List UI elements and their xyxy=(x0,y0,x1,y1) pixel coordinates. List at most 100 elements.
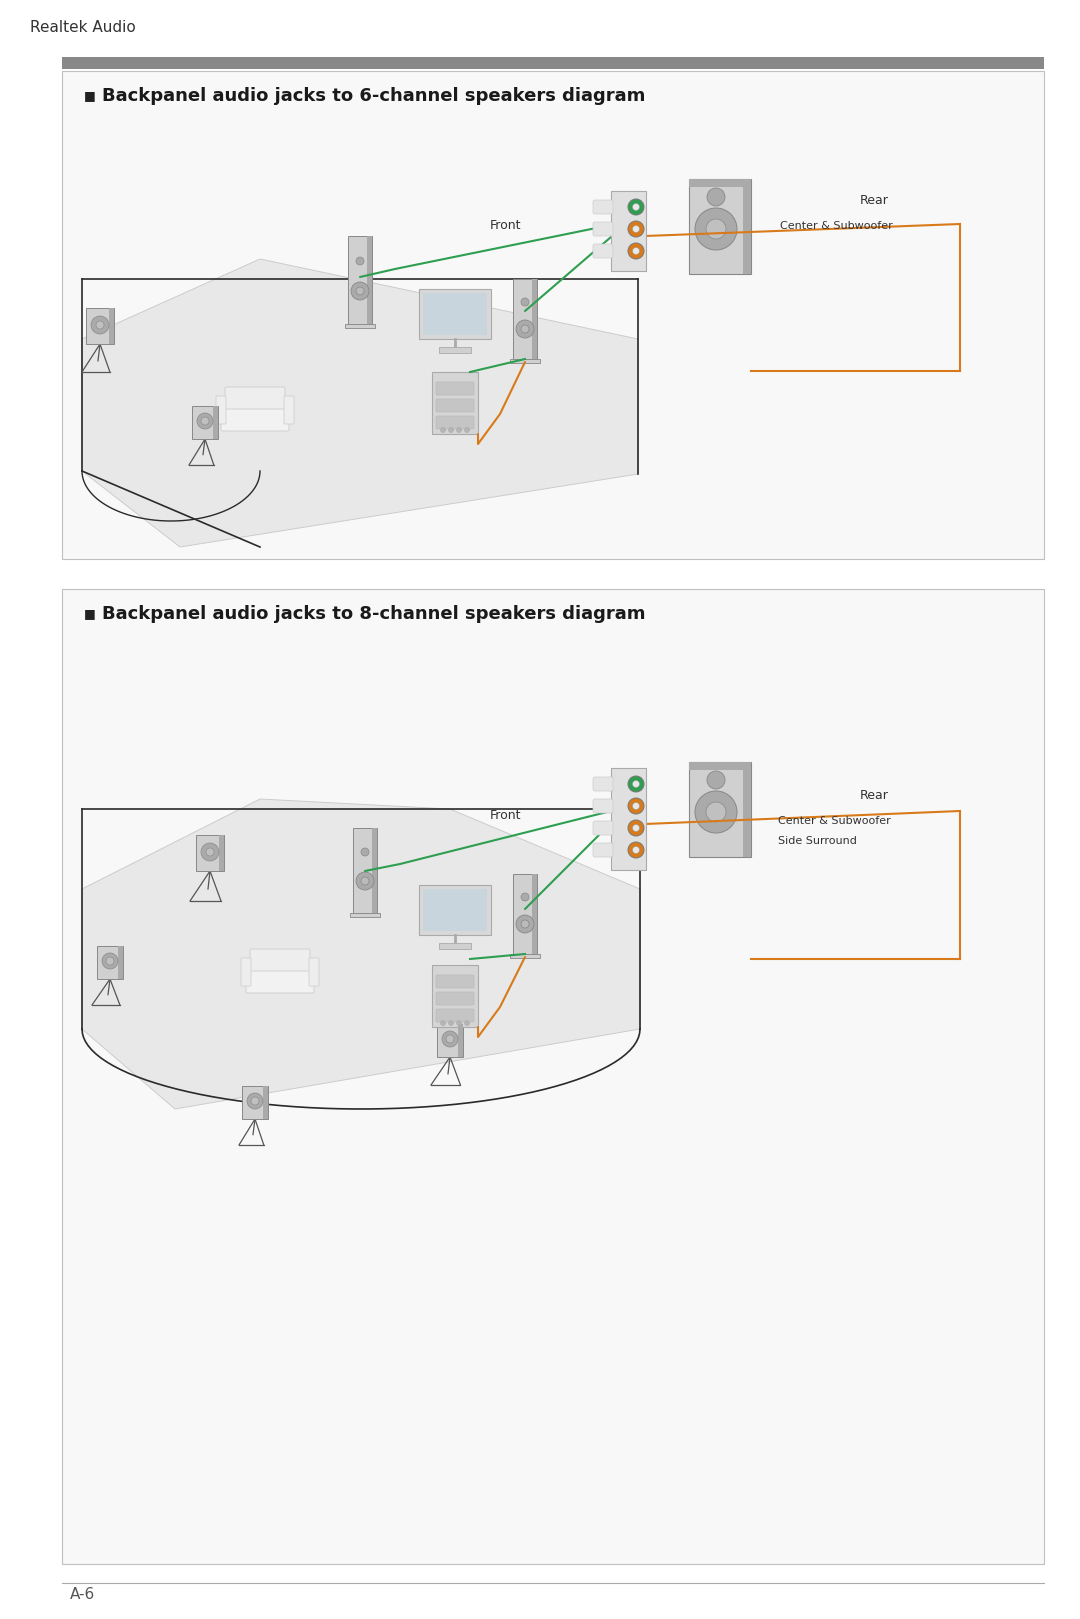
Circle shape xyxy=(627,798,644,814)
FancyBboxPatch shape xyxy=(611,767,646,869)
Circle shape xyxy=(696,207,737,249)
FancyBboxPatch shape xyxy=(249,949,310,971)
Circle shape xyxy=(633,780,639,787)
Circle shape xyxy=(448,1020,454,1025)
Text: Backpanel audio jacks to 6-channel speakers diagram: Backpanel audio jacks to 6-channel speak… xyxy=(102,87,646,105)
Text: Rear: Rear xyxy=(860,194,889,207)
FancyBboxPatch shape xyxy=(611,191,646,270)
FancyBboxPatch shape xyxy=(432,372,478,434)
Circle shape xyxy=(356,873,374,890)
FancyBboxPatch shape xyxy=(419,290,491,338)
Circle shape xyxy=(707,771,725,788)
Circle shape xyxy=(706,801,726,822)
FancyBboxPatch shape xyxy=(593,843,613,856)
FancyBboxPatch shape xyxy=(309,958,319,986)
FancyBboxPatch shape xyxy=(62,589,1044,1564)
FancyBboxPatch shape xyxy=(438,942,471,949)
FancyBboxPatch shape xyxy=(348,236,372,324)
FancyBboxPatch shape xyxy=(436,975,474,988)
Text: Center & Subwoofer: Center & Subwoofer xyxy=(778,816,891,826)
Circle shape xyxy=(627,222,644,236)
Circle shape xyxy=(351,282,369,300)
Circle shape xyxy=(706,219,726,240)
FancyBboxPatch shape xyxy=(436,416,474,429)
FancyBboxPatch shape xyxy=(513,874,537,954)
FancyBboxPatch shape xyxy=(689,180,751,274)
Circle shape xyxy=(633,847,639,853)
Circle shape xyxy=(96,321,104,329)
FancyBboxPatch shape xyxy=(367,236,372,324)
FancyBboxPatch shape xyxy=(118,945,123,979)
FancyBboxPatch shape xyxy=(219,835,224,871)
Circle shape xyxy=(446,1035,454,1043)
Circle shape xyxy=(201,843,219,861)
Circle shape xyxy=(521,920,529,928)
Circle shape xyxy=(627,819,644,835)
Circle shape xyxy=(206,848,214,856)
FancyBboxPatch shape xyxy=(350,913,380,916)
FancyBboxPatch shape xyxy=(743,180,751,274)
FancyBboxPatch shape xyxy=(436,382,474,395)
Circle shape xyxy=(361,877,369,886)
Text: Center & Subwoofer: Center & Subwoofer xyxy=(780,222,893,232)
Circle shape xyxy=(356,257,364,266)
Circle shape xyxy=(633,824,639,832)
Circle shape xyxy=(707,188,725,206)
Text: Front: Front xyxy=(490,810,522,822)
FancyBboxPatch shape xyxy=(689,763,751,771)
Text: ■: ■ xyxy=(84,89,96,102)
FancyBboxPatch shape xyxy=(593,201,613,214)
Circle shape xyxy=(696,792,737,834)
FancyBboxPatch shape xyxy=(213,406,218,439)
FancyBboxPatch shape xyxy=(593,821,613,835)
FancyBboxPatch shape xyxy=(242,1086,268,1119)
Polygon shape xyxy=(82,800,640,1109)
FancyBboxPatch shape xyxy=(423,293,487,335)
FancyBboxPatch shape xyxy=(192,406,218,439)
Circle shape xyxy=(441,427,446,432)
FancyBboxPatch shape xyxy=(513,278,537,359)
FancyBboxPatch shape xyxy=(419,886,491,936)
Circle shape xyxy=(633,248,639,254)
FancyBboxPatch shape xyxy=(532,278,537,359)
FancyBboxPatch shape xyxy=(353,827,377,913)
FancyBboxPatch shape xyxy=(246,963,314,992)
Text: Realtek Audio: Realtek Audio xyxy=(30,19,136,36)
FancyBboxPatch shape xyxy=(372,827,377,913)
FancyBboxPatch shape xyxy=(216,397,226,424)
Circle shape xyxy=(627,842,644,858)
FancyBboxPatch shape xyxy=(195,835,224,871)
Circle shape xyxy=(106,957,114,965)
Circle shape xyxy=(464,427,470,432)
FancyBboxPatch shape xyxy=(264,1086,268,1119)
Circle shape xyxy=(441,1020,446,1025)
FancyBboxPatch shape xyxy=(436,398,474,411)
Polygon shape xyxy=(82,259,638,547)
Circle shape xyxy=(521,894,529,902)
Circle shape xyxy=(247,1093,264,1109)
Text: ■: ■ xyxy=(84,607,96,620)
FancyBboxPatch shape xyxy=(593,777,613,792)
Circle shape xyxy=(516,321,534,338)
FancyBboxPatch shape xyxy=(436,1009,474,1022)
Circle shape xyxy=(448,427,454,432)
Circle shape xyxy=(516,915,534,933)
FancyBboxPatch shape xyxy=(436,992,474,1005)
FancyBboxPatch shape xyxy=(432,965,478,1026)
Circle shape xyxy=(457,427,461,432)
Text: Front: Front xyxy=(490,219,522,232)
Circle shape xyxy=(464,1020,470,1025)
Text: A-6: A-6 xyxy=(70,1587,95,1601)
Circle shape xyxy=(102,954,118,970)
FancyBboxPatch shape xyxy=(221,402,289,431)
FancyBboxPatch shape xyxy=(284,397,294,424)
FancyBboxPatch shape xyxy=(97,945,123,979)
Circle shape xyxy=(91,316,109,334)
FancyBboxPatch shape xyxy=(510,359,540,363)
FancyBboxPatch shape xyxy=(458,1023,463,1057)
Text: Backpanel audio jacks to 8-channel speakers diagram: Backpanel audio jacks to 8-channel speak… xyxy=(102,606,646,623)
Circle shape xyxy=(633,204,639,210)
FancyBboxPatch shape xyxy=(345,324,375,329)
Circle shape xyxy=(633,803,639,810)
FancyBboxPatch shape xyxy=(62,57,1044,70)
